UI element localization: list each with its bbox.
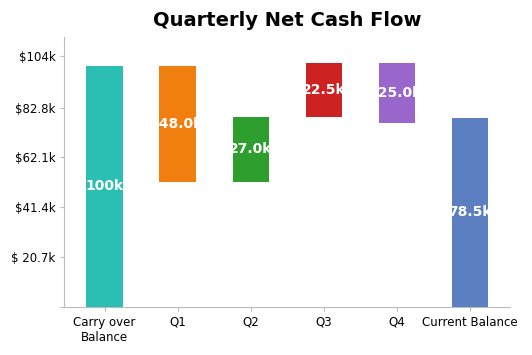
Bar — [160, 66, 196, 182]
Bar — [379, 62, 415, 123]
Text: 78.5k: 78.5k — [448, 205, 492, 219]
Text: -48.0k: -48.0k — [153, 117, 202, 131]
Text: 22.5k: 22.5k — [302, 83, 346, 97]
Text: -25.0k: -25.0k — [372, 86, 421, 100]
Bar — [232, 117, 269, 182]
Title: Quarterly Net Cash Flow: Quarterly Net Cash Flow — [153, 11, 421, 30]
Bar — [452, 118, 488, 307]
Text: 27.0k: 27.0k — [229, 142, 272, 156]
Bar — [305, 62, 342, 117]
Text: 100k: 100k — [86, 180, 123, 193]
Bar — [86, 66, 123, 307]
